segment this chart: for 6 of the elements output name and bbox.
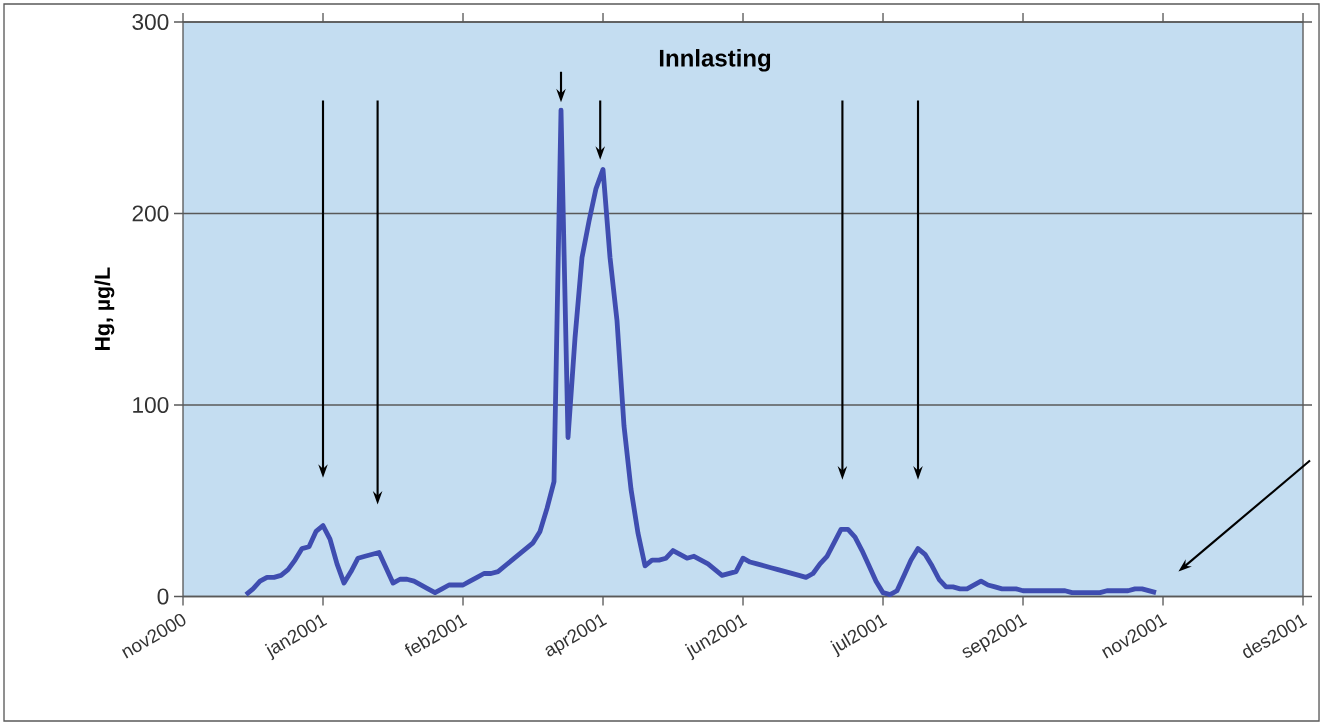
y-tick-label: 200: [132, 205, 169, 222]
annotation: Innlasting: [659, 49, 771, 72]
y-axis-title: Hg, µg/L: [94, 267, 115, 351]
y-tick-label: 0: [157, 588, 169, 605]
y-tick-label: 300: [132, 13, 169, 31]
y-tick-label: 100: [133, 396, 169, 414]
